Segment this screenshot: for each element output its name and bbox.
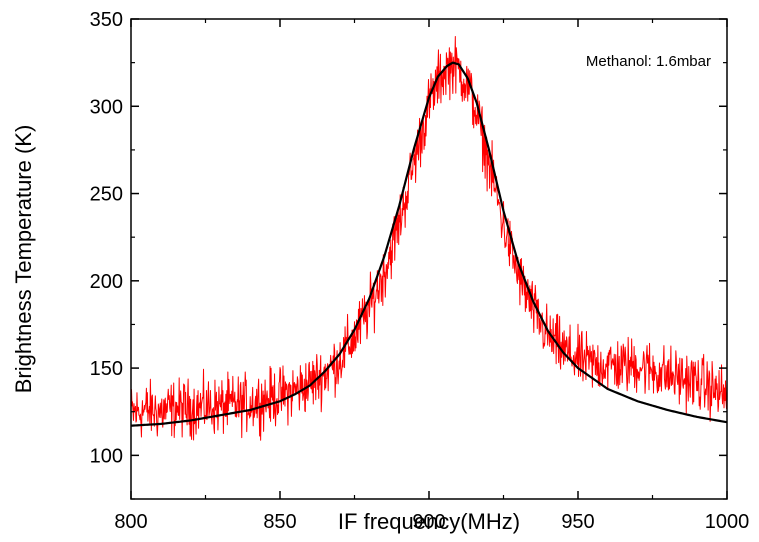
series-traces: [131, 35, 727, 441]
y-tick-label-300: 300: [90, 96, 123, 118]
y-tick-label-350: 350: [90, 9, 123, 31]
series-fit-curve: [131, 61, 727, 427]
x-tick-label-850: 850: [263, 511, 296, 533]
x-tick-label-1000: 1000: [705, 511, 750, 533]
y-tick-label-200: 200: [90, 271, 123, 293]
y-tick-label-100: 100: [90, 445, 123, 467]
x-tick-label-900: 900: [412, 511, 445, 533]
x-tick-label-800: 800: [114, 511, 147, 533]
x-tick-label-950: 950: [561, 511, 594, 533]
y-tick-label-150: 150: [90, 358, 123, 380]
annotation-methanol-pressure: Methanol: 1.6mbar: [586, 53, 711, 70]
axis-ticks: [130, 18, 728, 500]
x-axis-title: IF frequency(MHz): [338, 509, 520, 534]
y-tick-label-250: 250: [90, 184, 123, 206]
tick-labels: 800 850 900 950 1000 100 150 200 250 300 350: [90, 9, 750, 533]
y-axis-title: Brightness Temperature (K): [11, 125, 36, 394]
